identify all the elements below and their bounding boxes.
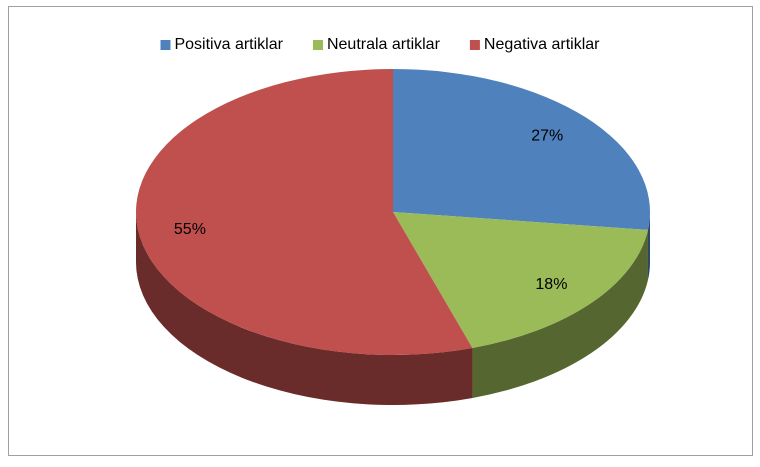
slice-side-shade [472, 229, 648, 399]
slice-side [647, 212, 650, 280]
legend-swatch [312, 40, 323, 50]
slice-side [472, 229, 648, 399]
pie-sides [136, 212, 650, 405]
pie-tops [135, 69, 650, 355]
data-label: 55% [174, 221, 206, 238]
legend-label: Neutrala artiklar [327, 36, 441, 53]
slice-side-shade [647, 212, 650, 280]
slice [393, 69, 650, 230]
slice [393, 212, 648, 349]
data-labels: 27% 18% 55% [174, 128, 568, 294]
legend-swatch [469, 40, 480, 50]
slice [135, 69, 473, 355]
slice-side [136, 212, 473, 405]
legend-label: Positiva artiklar [174, 36, 283, 53]
data-label: 18% [535, 276, 567, 293]
legend: Positiva artiklar Neutrala artiklar Negati… [160, 36, 600, 53]
slice-side-shade [136, 212, 473, 405]
data-label: 27% [531, 128, 563, 145]
legend-label: Negativa artiklar [484, 36, 600, 53]
legend-swatch [160, 40, 171, 50]
